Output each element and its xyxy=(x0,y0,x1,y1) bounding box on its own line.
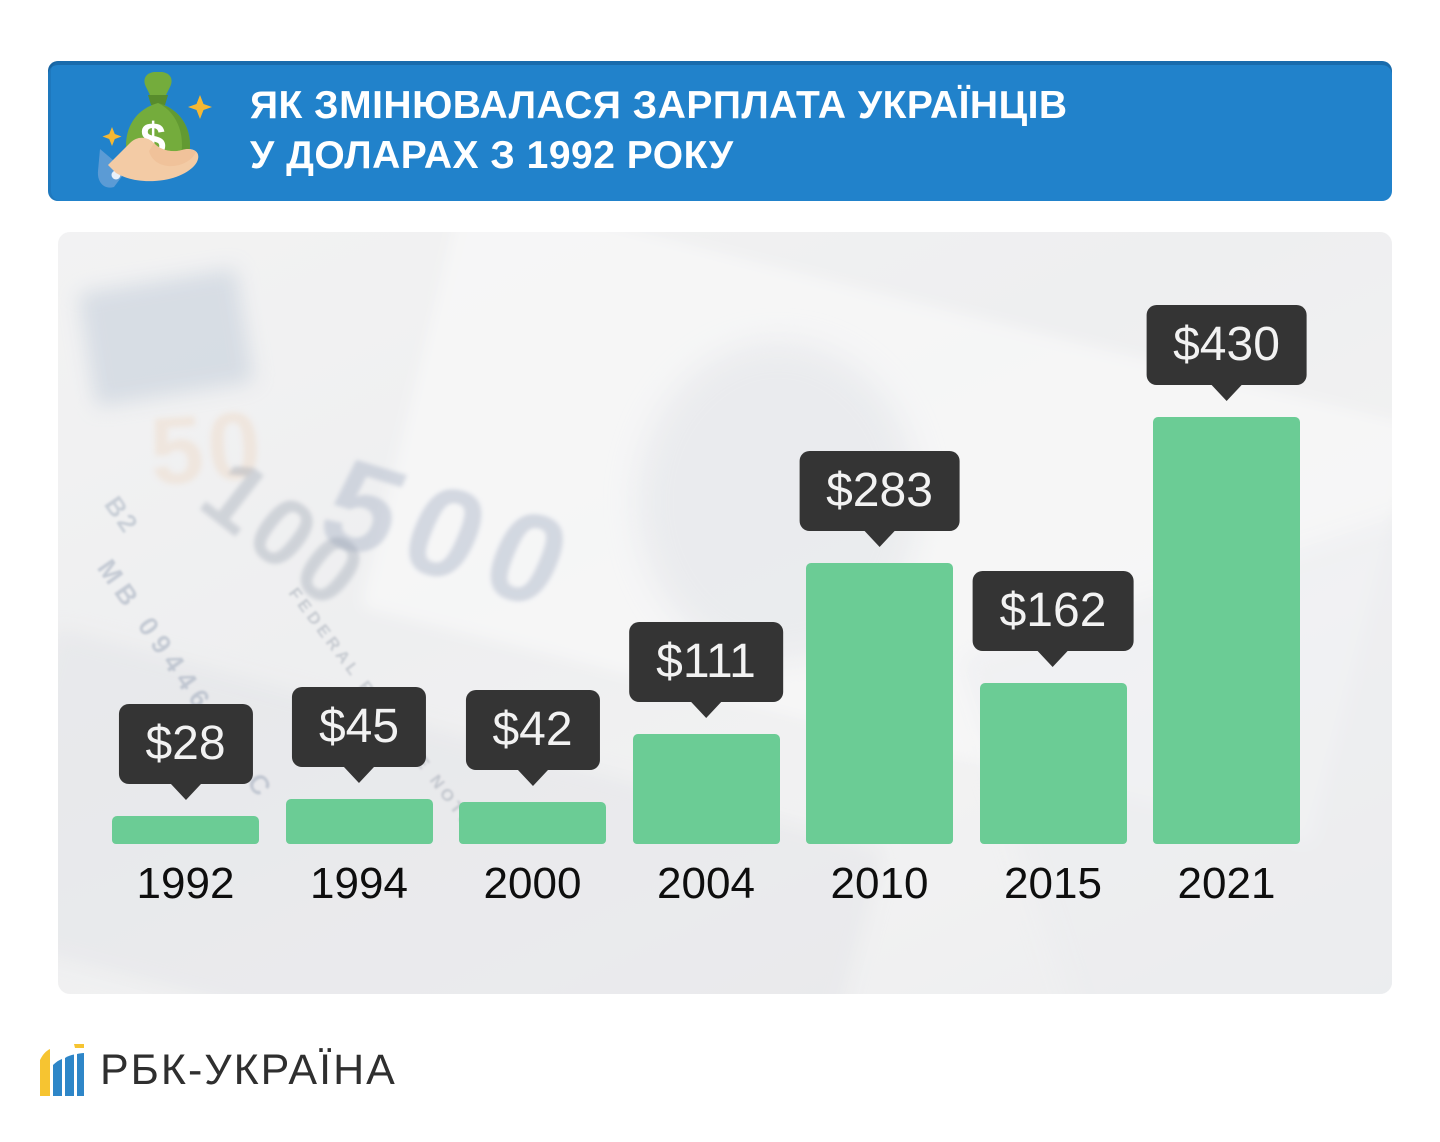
footer-brand-row: РБК-УКРАЇНА xyxy=(40,1044,397,1096)
page-title-line2: У ДОЛАРАХ З 1992 РОКУ xyxy=(250,134,734,177)
page-title: ЯК ЗМІНЮВАЛАСЯ ЗАРПЛАТА УКРАЇНЦІВ У ДОЛА… xyxy=(250,81,1068,181)
chart-panel: 50 500 100 MB 09446485 C B2 FEDERAL RESE… xyxy=(58,232,1392,994)
rbc-ukraine-logo-icon xyxy=(40,1044,84,1096)
background-white-veil xyxy=(58,232,1392,994)
brand-name: РБК-УКРАЇНА xyxy=(100,1045,397,1094)
page-title-line1: ЯК ЗМІНЮВАЛАСЯ ЗАРПЛАТА УКРАЇНЦІВ xyxy=(250,84,1068,127)
header-banner: $ ЯК ЗМІНЮВАЛАСЯ ЗАРПЛАТА УКРАЇНЦІВ У ДО… xyxy=(48,61,1392,201)
money-bag-in-hand-icon: $ xyxy=(97,72,212,188)
